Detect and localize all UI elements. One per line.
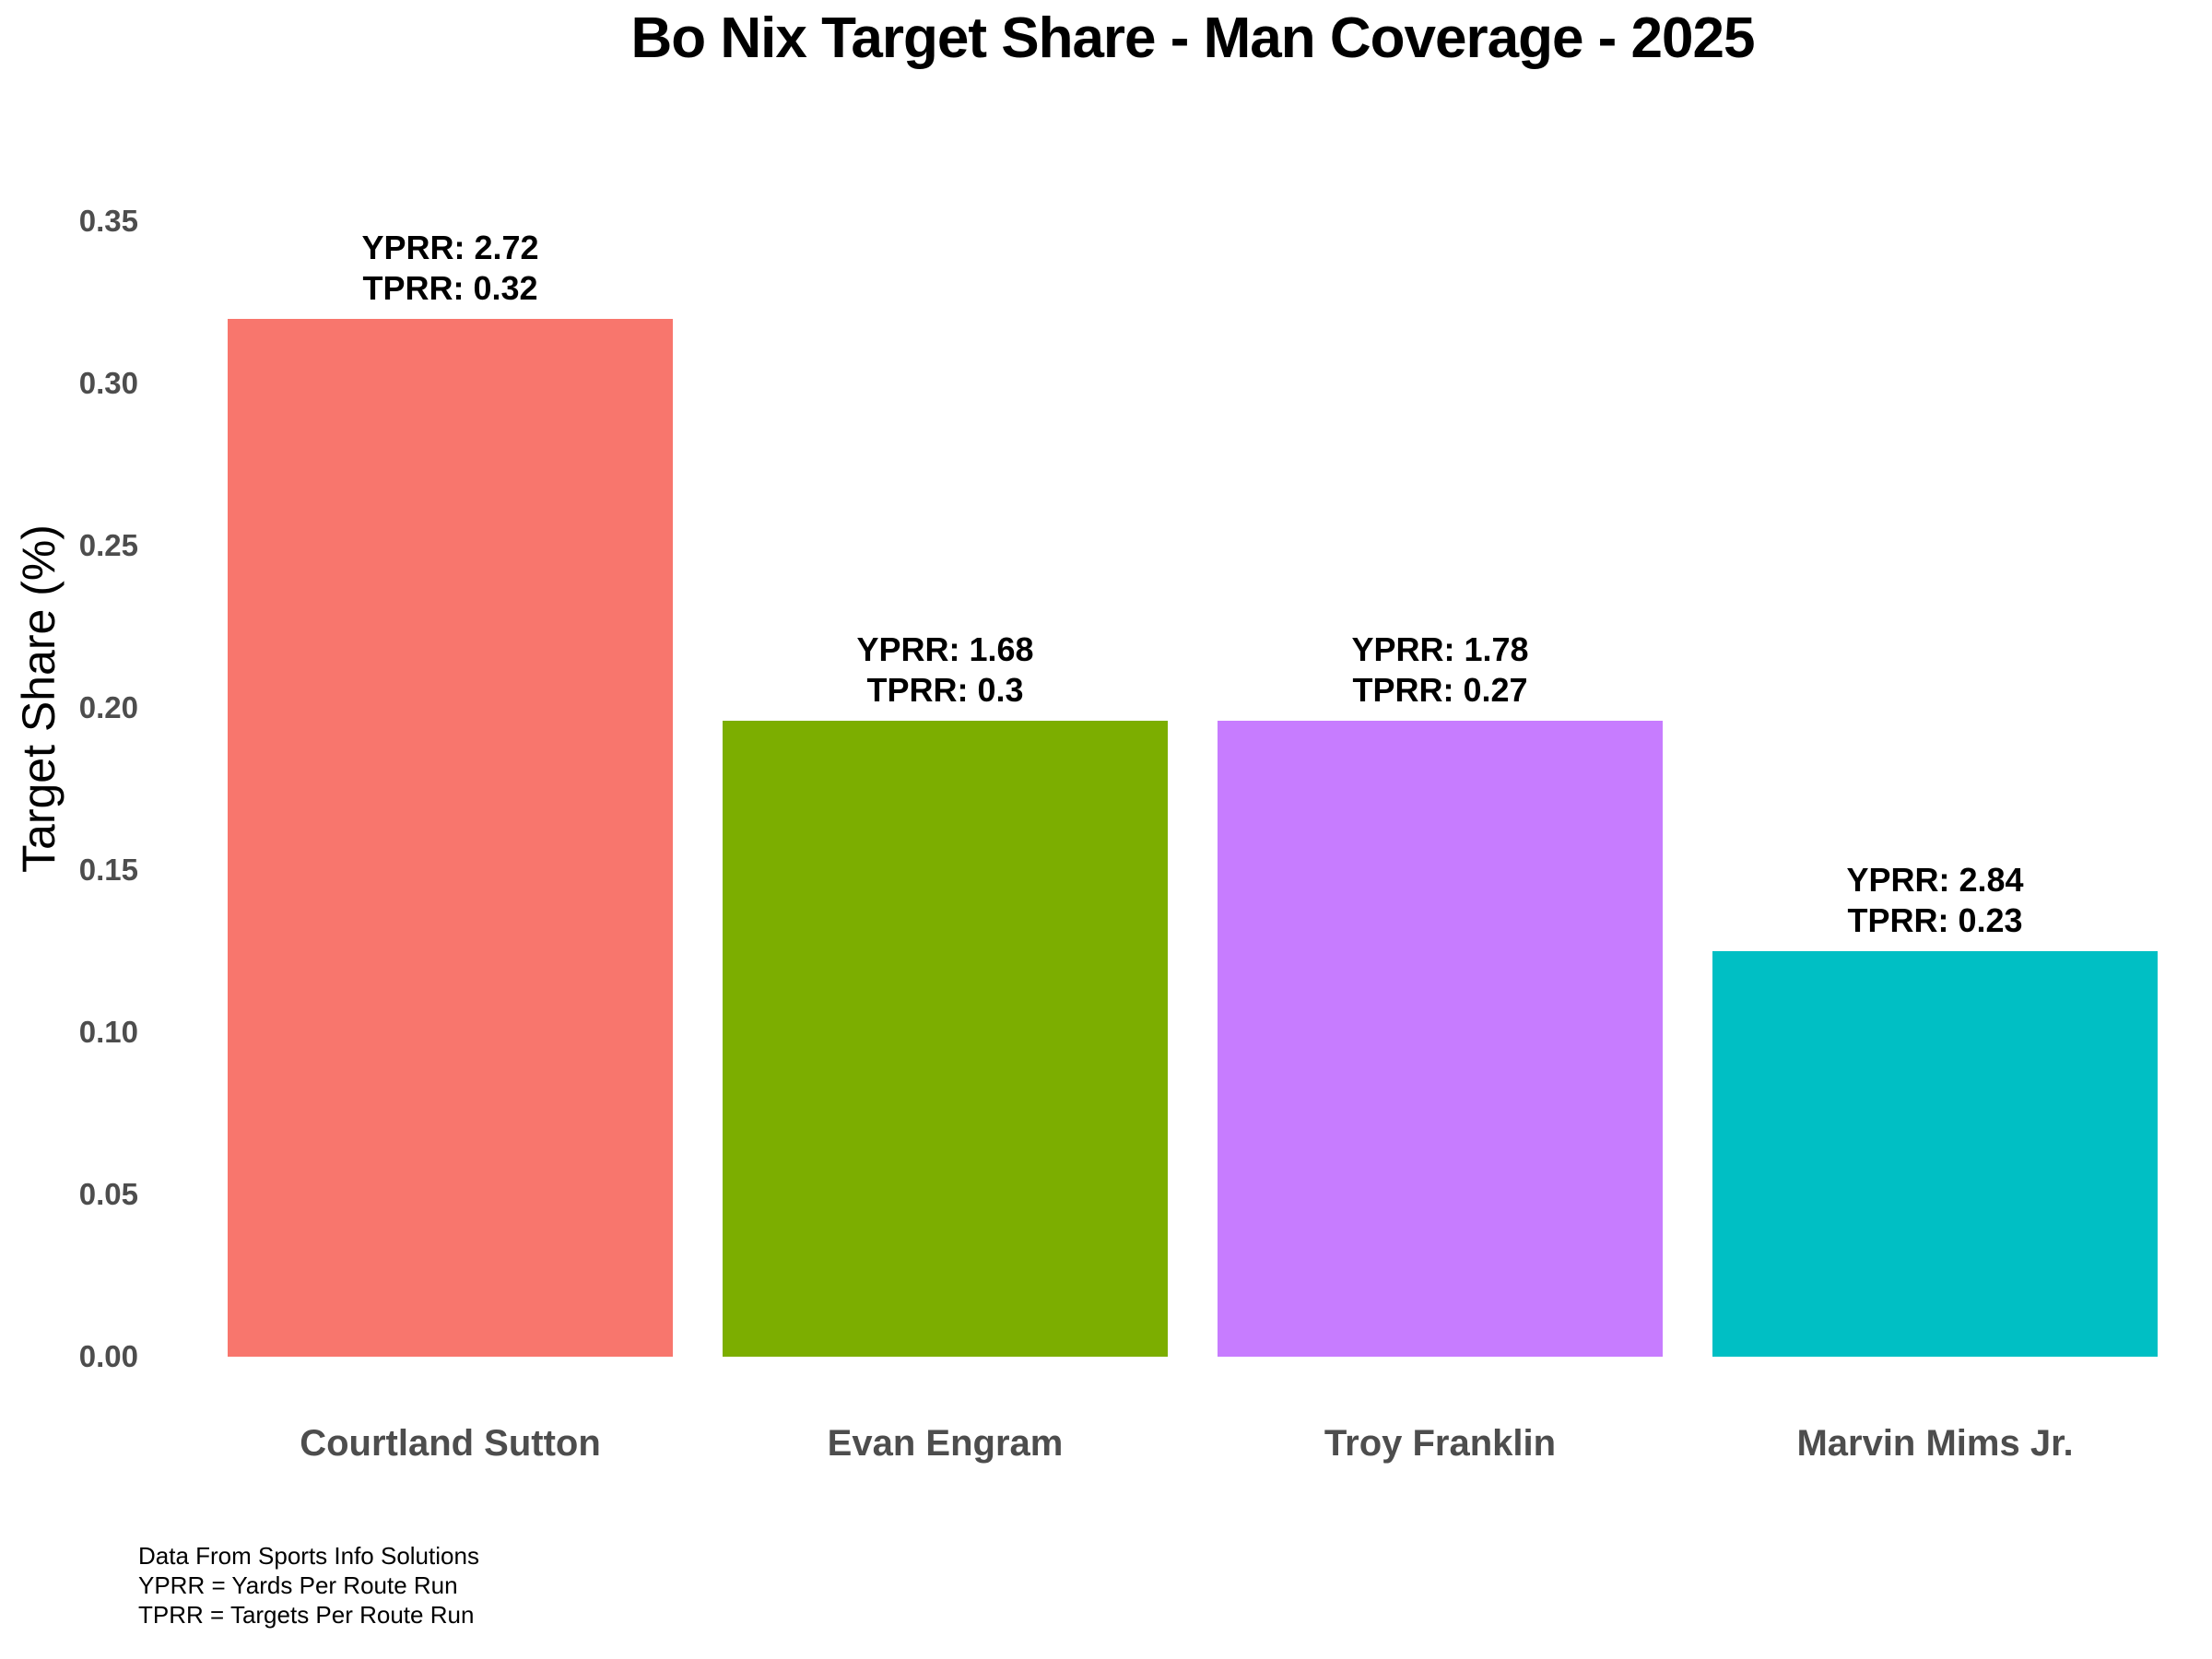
bar-annotation-line: YPRR: 2.84 xyxy=(1846,861,2024,899)
bar-annotation-line: YPRR: 1.78 xyxy=(1351,630,1529,669)
y-tick-label: 0.05 xyxy=(78,1177,138,1211)
x-category-label: Courtland Sutton xyxy=(300,1423,601,1464)
bar-evan-engram xyxy=(722,721,1169,1357)
bar-annotation-line: TPRR: 0.27 xyxy=(1352,671,1528,710)
y-tick-label: 0.10 xyxy=(78,1015,138,1049)
plot-panel xyxy=(203,221,2183,1357)
y-tick-label: 0.00 xyxy=(78,1339,138,1373)
y-tick-label: 0.35 xyxy=(78,204,138,238)
caption-line-source: Data From Sports Info Solutions xyxy=(138,1542,479,1570)
caption: Data From Sports Info Solutions YPRR = Y… xyxy=(138,1541,479,1630)
y-tick-label: 0.30 xyxy=(78,366,138,400)
bar-annotation-line: YPRR: 1.68 xyxy=(856,630,1034,669)
bar-courtland-sutton xyxy=(227,318,674,1357)
x-category-label: Troy Franklin xyxy=(1324,1423,1557,1464)
bar-annotation: YPRR: 1.68 TPRR: 0.3 xyxy=(856,629,1033,711)
x-category-label: Marvin Mims Jr. xyxy=(1796,1423,2074,1464)
chart-title: Bo Nix Target Share - Man Coverage - 202… xyxy=(630,6,1756,70)
bar-annotation-line: TPRR: 0.32 xyxy=(362,268,538,307)
y-tick-label: 0.25 xyxy=(78,528,138,562)
bar-annotation-line: YPRR: 2.72 xyxy=(361,228,539,266)
bar-annotation-line: TPRR: 0.3 xyxy=(866,671,1024,710)
caption-line-yprr-definition: YPRR = Yards Per Route Run xyxy=(138,1571,458,1599)
x-category-label: Evan Engram xyxy=(827,1423,1064,1464)
bar-annotation: YPRR: 2.72 TPRR: 0.32 xyxy=(361,228,538,309)
bar-annotation: YPRR: 1.78 TPRR: 0.27 xyxy=(1351,629,1528,711)
y-tick-label: 0.20 xyxy=(78,690,138,724)
bar-troy-franklin xyxy=(1217,721,1664,1357)
bar-annotation-line: TPRR: 0.23 xyxy=(1847,901,2023,939)
bar-marvin-mims-jr xyxy=(1712,951,2159,1357)
caption-line-tprr-definition: TPRR = Targets Per Route Run xyxy=(138,1601,475,1629)
y-tick-label: 0.15 xyxy=(78,853,138,887)
bar-annotation: YPRR: 2.84 TPRR: 0.23 xyxy=(1846,860,2023,941)
